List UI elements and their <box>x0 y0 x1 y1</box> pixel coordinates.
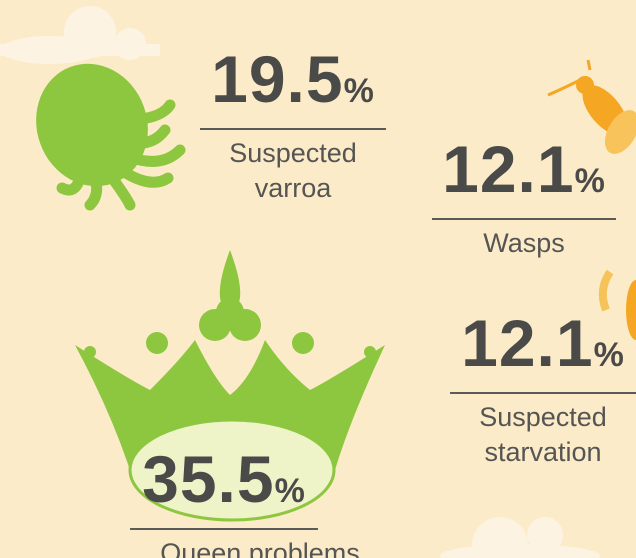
stat-label: Suspected varroa <box>208 136 378 206</box>
stat-figure: 19.5% <box>200 46 386 124</box>
stat-unit: % <box>344 72 375 110</box>
divider <box>130 528 318 530</box>
divider <box>200 128 386 130</box>
stat-block: 35.5%Queen problems <box>130 446 318 558</box>
stat-block: 12.1% Wasps <box>432 136 616 261</box>
infographic: 19.5% Suspected varroa 12.1% Wasps 12.1% Susp… <box>0 0 636 558</box>
stat-figure: 12.1% <box>432 136 616 214</box>
stat-value: 12.1 <box>442 132 574 206</box>
stat-value: 35.5 <box>142 442 274 516</box>
stat-label: Suspected starvation <box>458 400 628 470</box>
stat-figure: 35.5% <box>130 446 318 524</box>
stat-block: 19.5% Suspected varroa <box>200 46 386 206</box>
stat-unit: % <box>594 336 625 374</box>
stat-unit: % <box>275 472 306 510</box>
stat-value: 12.1 <box>461 306 593 380</box>
stat-label: Wasps <box>439 226 609 261</box>
stat-block: 12.1% Suspected starvation <box>450 310 636 470</box>
stat-value: 19.5 <box>211 42 343 116</box>
stat-label: Queen problems <box>130 536 390 558</box>
stat-unit: % <box>575 162 606 200</box>
divider <box>432 218 616 220</box>
divider <box>450 392 636 394</box>
stat-figure: 12.1% <box>450 310 636 388</box>
